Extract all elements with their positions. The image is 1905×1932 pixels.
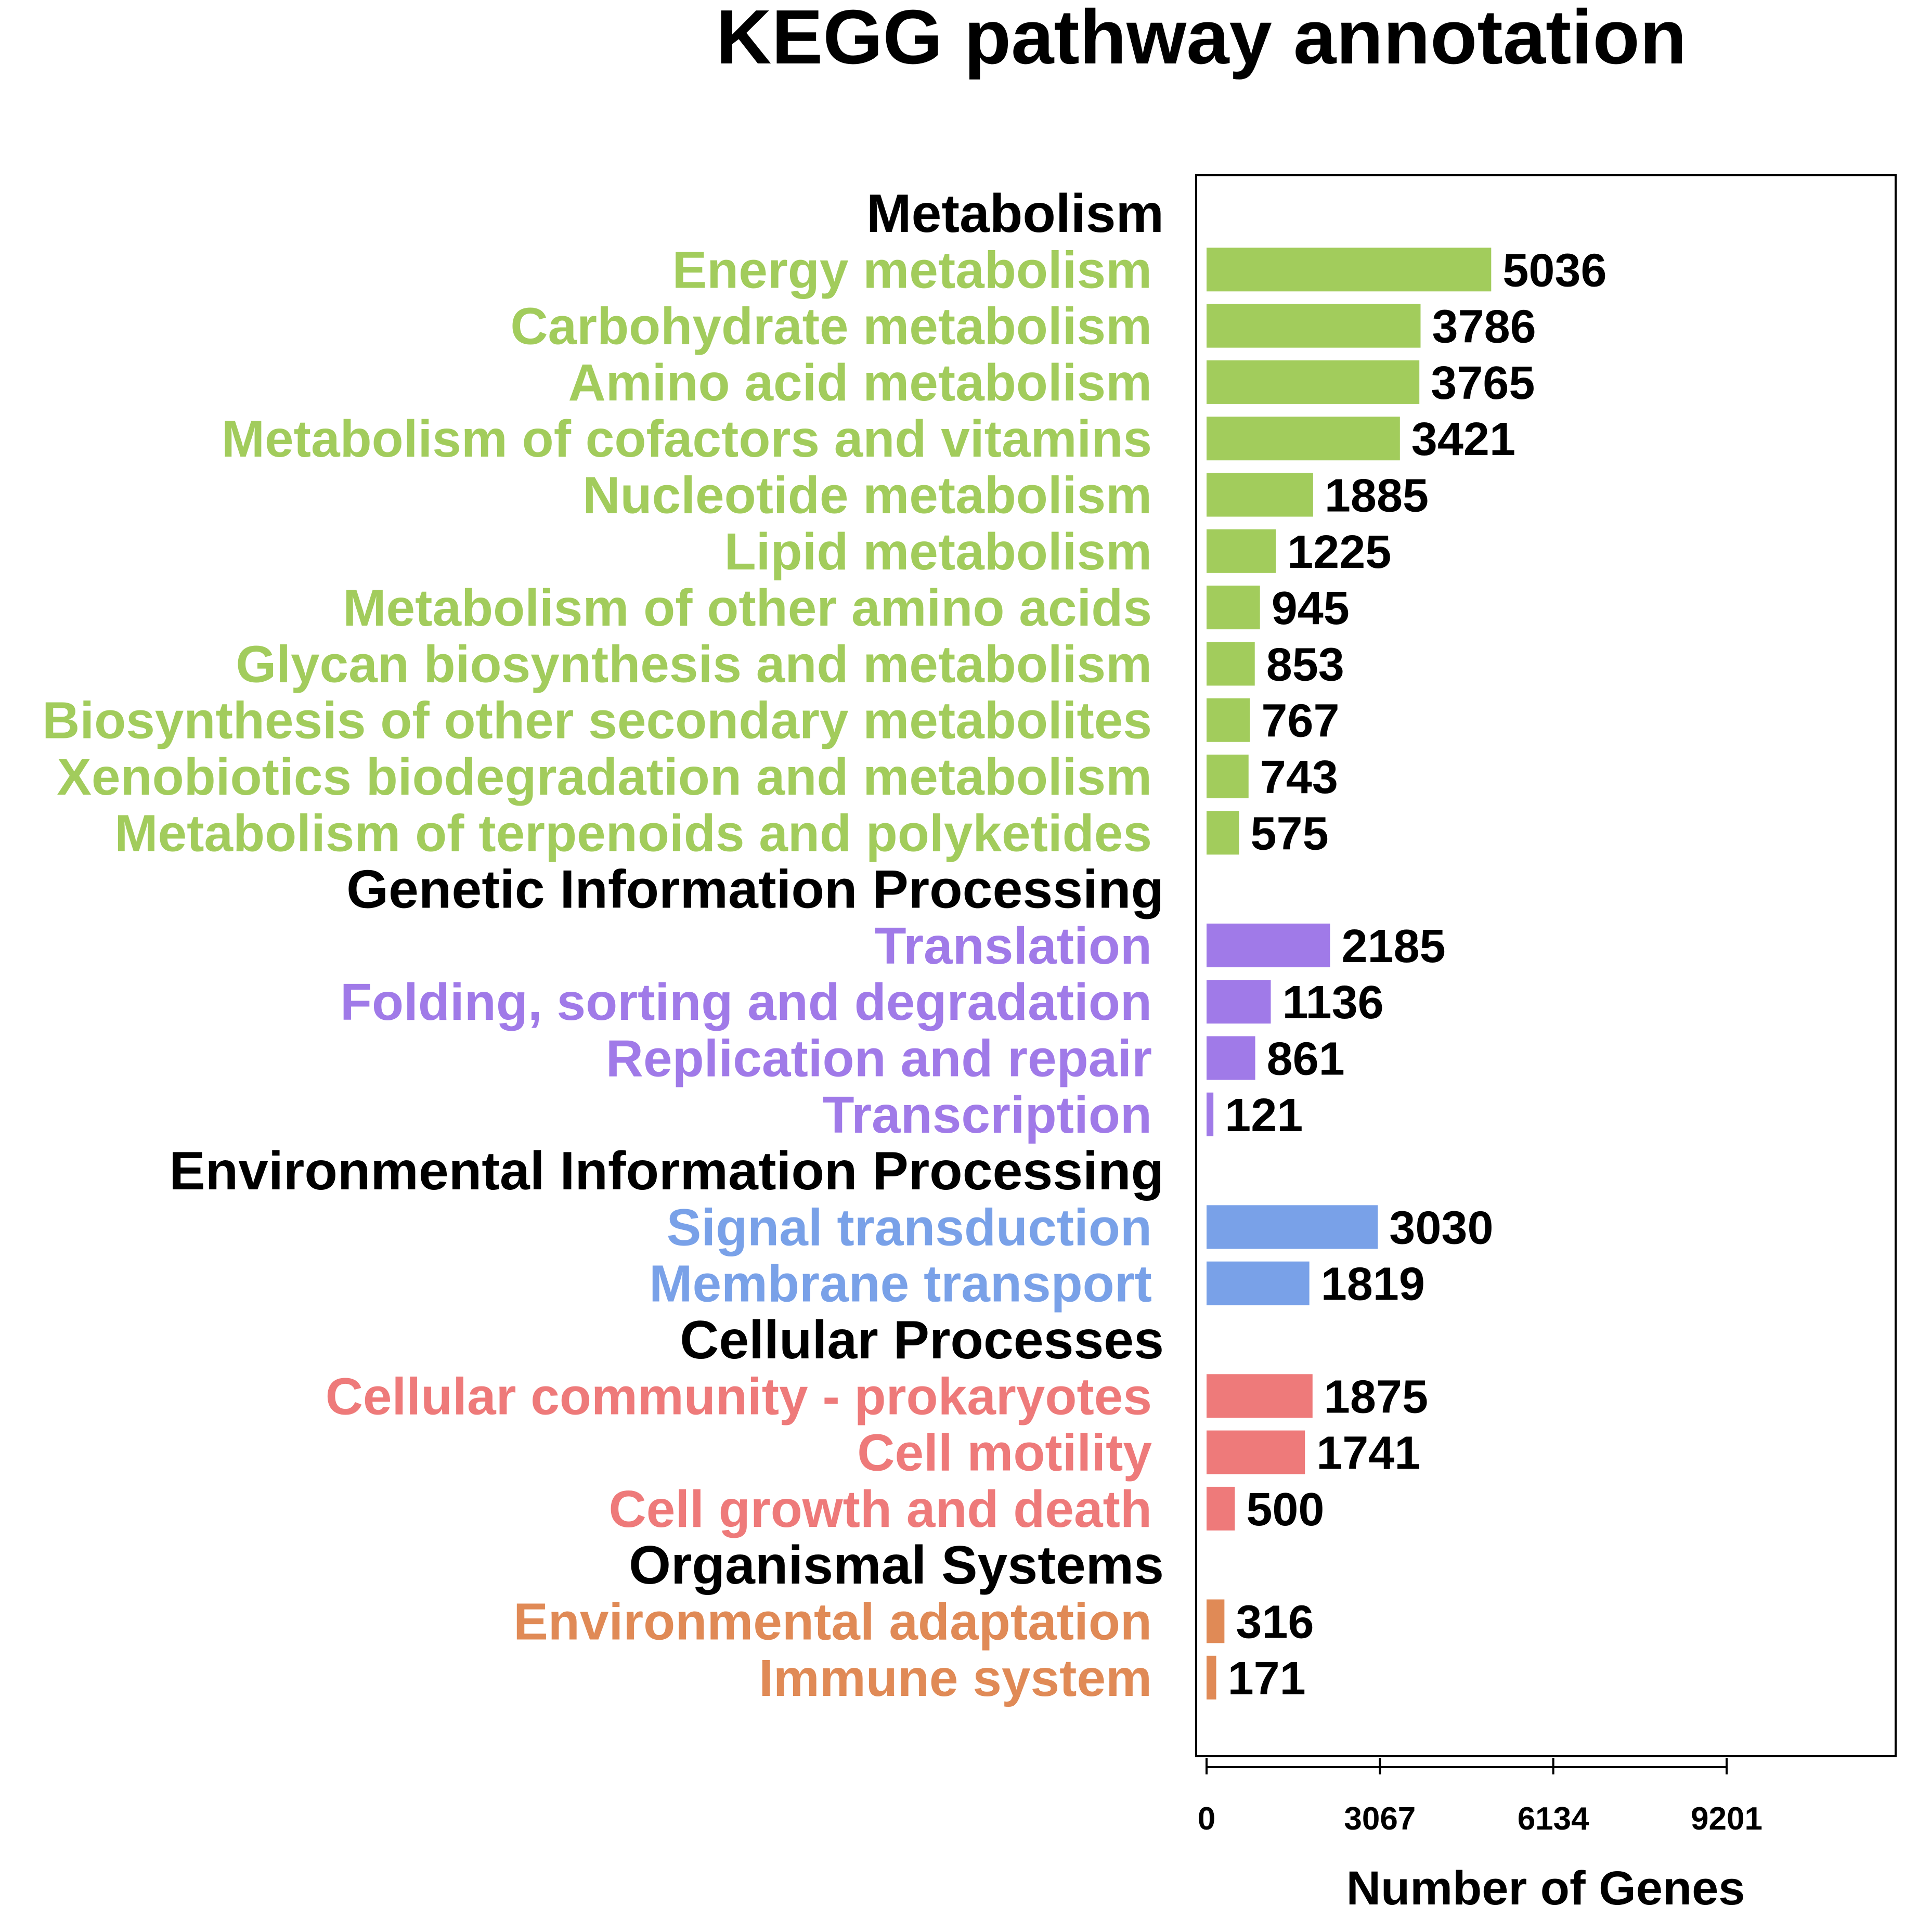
group-heading: Metabolism	[866, 184, 1164, 244]
bar	[1207, 698, 1250, 742]
category-label: Folding, sorting and degradation	[340, 973, 1152, 1031]
category-label: Metabolism of other amino acids	[343, 579, 1152, 637]
data-label: 575	[1250, 808, 1328, 860]
category-label: Cell motility	[857, 1424, 1152, 1482]
category-label: Translation	[875, 917, 1152, 975]
bar	[1207, 473, 1313, 517]
category-label: Cellular community - prokaryotes	[326, 1367, 1152, 1425]
bar	[1207, 1430, 1305, 1474]
data-label: 743	[1260, 751, 1338, 803]
category-label: Nucleotide metabolism	[582, 466, 1152, 525]
data-label: 1136	[1282, 977, 1383, 1029]
category-label: Lipid metabolism	[724, 523, 1152, 581]
category-label: Transcription	[823, 1086, 1152, 1144]
bar	[1207, 1261, 1310, 1305]
category-label: Replication and repair	[606, 1030, 1152, 1088]
data-label: 1225	[1287, 526, 1391, 578]
data-label: 1819	[1321, 1259, 1425, 1311]
bar	[1207, 811, 1239, 855]
x-axis-ticks: 0 3067 6134 9201	[1198, 1758, 1763, 1837]
category-label: Xenobiotics biodegradation and metabolis…	[57, 748, 1152, 806]
data-label: 2185	[1341, 920, 1445, 973]
data-label: 3421	[1411, 413, 1515, 465]
category-label: Metabolism of terpenoids and polyketides	[114, 804, 1152, 862]
data-label: 121	[1225, 1090, 1303, 1142]
category-label: Biosynthesis of other secondary metaboli…	[42, 692, 1152, 750]
data-label: 1885	[1325, 470, 1429, 522]
chart-title: KEGG pathway annotation	[716, 0, 1687, 80]
category-label: Immune system	[759, 1649, 1152, 1707]
bar	[1207, 1092, 1214, 1136]
x-tick-label: 6134	[1518, 1801, 1589, 1837]
data-label: 316	[1236, 1597, 1314, 1649]
bar	[1207, 1205, 1378, 1249]
bar	[1207, 1036, 1255, 1080]
category-label: Cell growth and death	[609, 1480, 1152, 1538]
bar	[1207, 642, 1255, 686]
group-heading: Genetic Information Processing	[346, 860, 1164, 920]
data-label: 171	[1228, 1653, 1306, 1705]
bar	[1207, 755, 1249, 798]
x-tick-label: 9201	[1691, 1801, 1763, 1837]
bar	[1207, 586, 1260, 630]
group-heading: Environmental Information Processing	[169, 1141, 1164, 1201]
bar	[1207, 304, 1421, 348]
group-heading: Organismal Systems	[629, 1535, 1164, 1596]
category-label: Membrane transport	[649, 1255, 1152, 1313]
plot-frame	[1195, 174, 1897, 1757]
data-label: 945	[1272, 582, 1350, 634]
bar	[1207, 1655, 1216, 1700]
data-label: 1875	[1324, 1371, 1428, 1423]
x-tick-label: 3067	[1344, 1801, 1416, 1837]
bar	[1207, 1599, 1225, 1643]
bar	[1207, 248, 1492, 292]
category-label: Metabolism of cofactors and vitamins	[222, 410, 1152, 468]
data-label: 3786	[1432, 301, 1536, 353]
data-label: 3765	[1431, 357, 1535, 409]
category-label: Environmental adaptation	[513, 1593, 1152, 1651]
data-label: 500	[1246, 1484, 1324, 1536]
data-label: 1741	[1316, 1428, 1420, 1480]
data-label: 767	[1261, 695, 1339, 747]
bar	[1207, 360, 1420, 404]
bar	[1207, 1374, 1313, 1418]
bar	[1207, 923, 1330, 967]
category-label: Glycan biosynthesis and metabolism	[236, 635, 1152, 693]
category-label: Carbohydrate metabolism	[510, 297, 1152, 356]
data-label: 3030	[1389, 1202, 1493, 1254]
category-label: Amino acid metabolism	[568, 354, 1152, 412]
bar	[1207, 529, 1276, 573]
group-heading: Cellular Processes	[680, 1310, 1164, 1370]
bar	[1207, 417, 1400, 461]
data-label: 861	[1267, 1033, 1345, 1085]
category-label: Energy metabolism	[672, 241, 1152, 299]
bar	[1207, 980, 1271, 1024]
x-axis-label: Number of Genes	[1346, 1862, 1745, 1915]
bar	[1207, 1486, 1235, 1531]
data-label: 853	[1266, 639, 1344, 691]
data-label: 5036	[1502, 244, 1606, 296]
x-tick-label: 0	[1198, 1801, 1215, 1837]
category-label: Signal transduction	[667, 1198, 1152, 1256]
